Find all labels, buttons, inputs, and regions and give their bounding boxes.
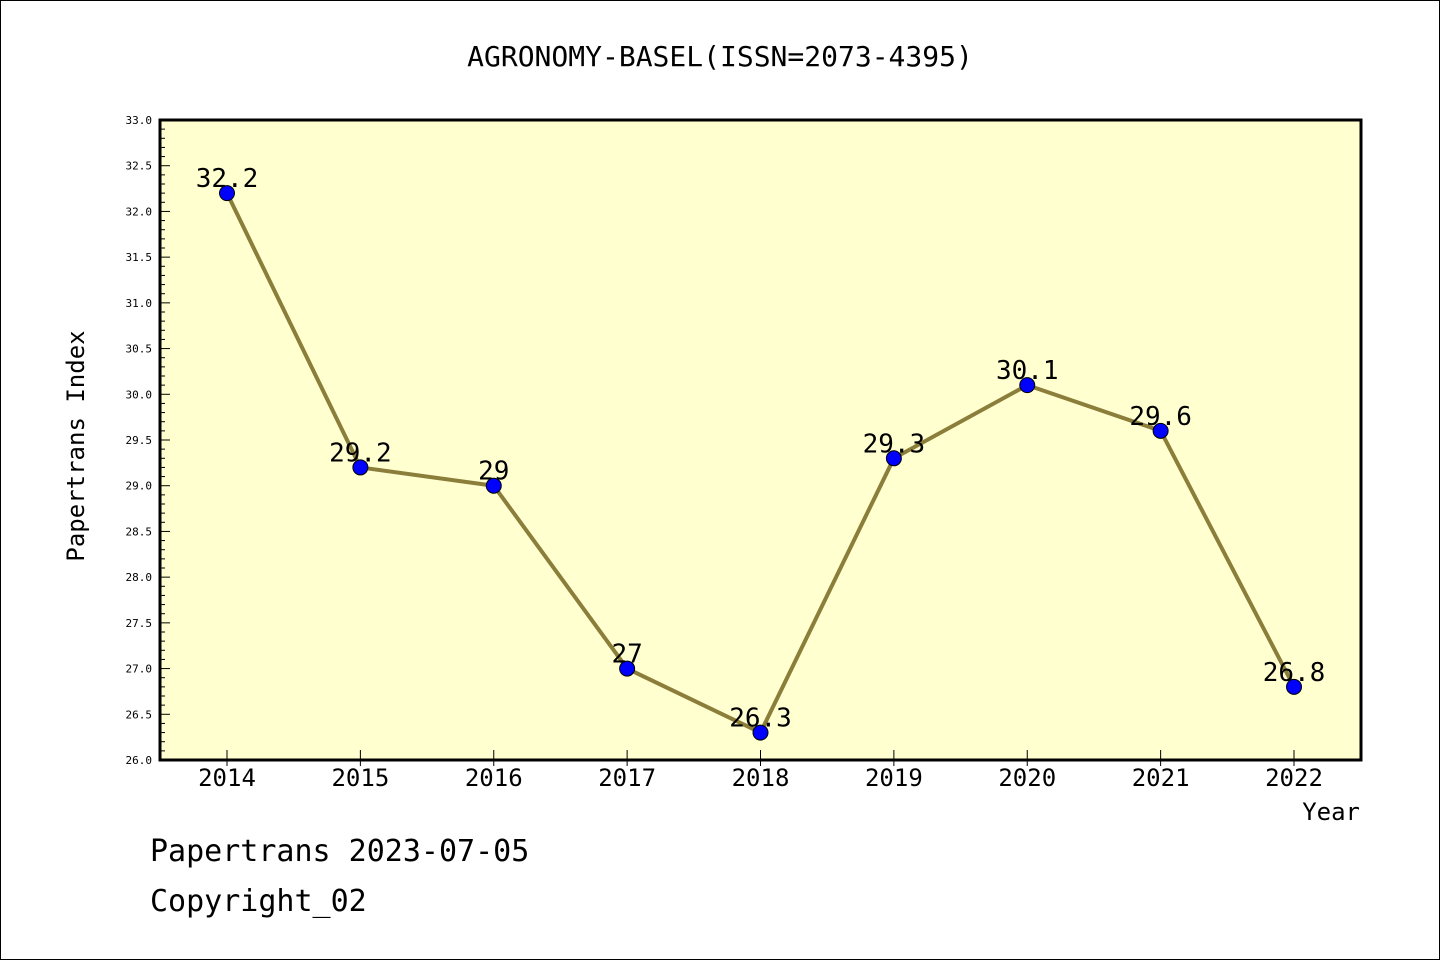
data-label: 27: [611, 640, 642, 670]
y-tick-label: 33.0: [126, 114, 153, 127]
y-tick-label: 31.0: [126, 297, 153, 310]
data-label: 26.3: [729, 704, 792, 734]
data-point: [752, 724, 769, 741]
data-point: [219, 185, 235, 202]
y-tick-label: 27.5: [126, 617, 153, 630]
data-point: [1019, 377, 1036, 394]
data-point: [619, 660, 636, 677]
data-point: [1152, 422, 1169, 439]
data-point: [885, 450, 902, 467]
data-point: [485, 477, 502, 494]
y-tick-label: 26.0: [126, 754, 153, 767]
footer-date: Papertrans 2023-07-05: [150, 834, 530, 869]
data-label: 26.8: [1263, 658, 1326, 688]
x-axis: 2014 2015 2016 2017 2018 2019 2020 2021 2022: [198, 750, 1323, 792]
x-axis-label: Year: [1302, 798, 1360, 826]
x-tick-label: 2014: [198, 764, 256, 792]
x-tick-label: 2019: [865, 764, 923, 792]
plot-area: [158, 118, 1363, 762]
x-tick-label: 2017: [598, 764, 656, 792]
x-tick-label: 2021: [1132, 764, 1190, 792]
data-point: [352, 459, 369, 476]
x-tick-label: 2020: [998, 764, 1056, 792]
x-tick-label: 2018: [732, 764, 790, 792]
y-tick-label: 32.0: [126, 205, 153, 218]
y-tick-label: 28.5: [126, 525, 153, 538]
data-labels: 32.2 29.2 29 27 26.3 29.3 30.1 29.6 26.8: [196, 164, 1326, 733]
data-label: 30.1: [996, 356, 1059, 386]
data-label: 32.2: [196, 164, 259, 194]
y-tick-label: 28.0: [126, 571, 153, 584]
data-label: 29.6: [1129, 402, 1192, 432]
y-tick-label: 32.5: [126, 160, 153, 173]
data-label: 29.3: [863, 429, 926, 459]
y-tick-label: 29.0: [126, 480, 153, 493]
y-tick-label: 30.5: [126, 343, 153, 356]
data-point: [1286, 678, 1302, 695]
y-tick-label: 30.0: [126, 388, 153, 401]
data-points: [219, 185, 1302, 741]
y-tick-label: 29.5: [126, 434, 153, 447]
y-tick-label: 31.5: [126, 251, 153, 264]
chart-title: AGRONOMY-BASEL(ISSN=2073-4395): [467, 40, 973, 73]
y-tick-label: 27.0: [126, 663, 153, 676]
y-tick-label: 26.5: [126, 708, 153, 721]
y-axis: 26.0 26.5 27.0 27.5 28.0 28.5 29.0 29.5 30.0 30.5…: [126, 114, 170, 767]
footer-copyright: Copyright_02: [150, 884, 367, 919]
x-tick-label: 2022: [1265, 764, 1323, 792]
x-tick-label: 2016: [465, 764, 523, 792]
y-axis-label: Papertrans Index: [62, 330, 90, 561]
x-tick-label: 2015: [331, 764, 389, 792]
data-label: 29: [478, 457, 509, 487]
data-label: 29.2: [329, 438, 392, 468]
